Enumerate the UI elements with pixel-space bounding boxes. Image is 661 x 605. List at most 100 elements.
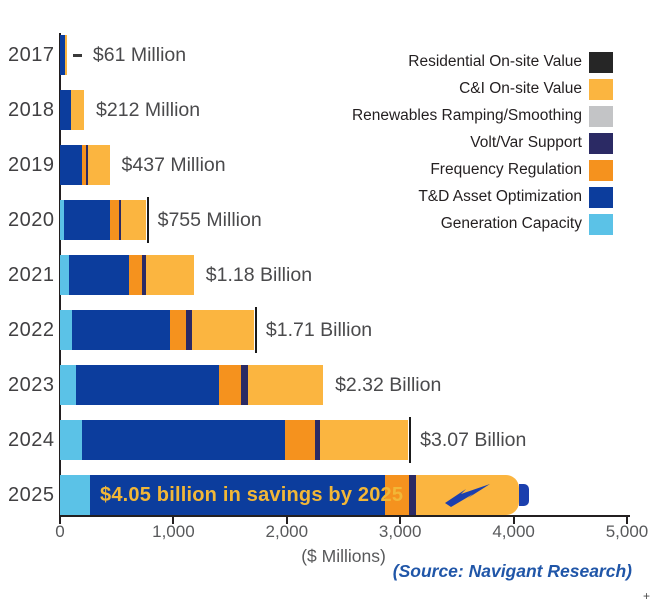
bar-segment-frequency_regulation bbox=[81, 145, 86, 185]
value-label-2020: $755 Million bbox=[157, 209, 262, 231]
bar-segment-td_asset_optimization bbox=[60, 35, 66, 75]
bar-segment-generation_capacity bbox=[60, 200, 64, 240]
x-tick-label: 2,000 bbox=[265, 522, 309, 541]
x-axis-title: ($ Millions) bbox=[301, 546, 386, 566]
value-label-2024: $3.07 Billion bbox=[420, 429, 527, 451]
legend-item: Volt/Var Support bbox=[352, 132, 613, 154]
bar-segment-generation_capacity bbox=[60, 255, 70, 295]
year-label-2025: 2025 bbox=[8, 484, 55, 506]
bar-row-2019 bbox=[60, 145, 110, 185]
legend-swatch bbox=[589, 78, 613, 100]
bar-segment-volt_var_support bbox=[118, 200, 122, 240]
x-tick bbox=[512, 517, 515, 524]
bar-segment-frequency_regulation bbox=[109, 200, 119, 240]
year-label-2021: 2021 bbox=[8, 264, 55, 286]
bar-row-2022 bbox=[60, 310, 254, 350]
bar-segment-volt_var_support bbox=[186, 310, 193, 350]
bar-segment-ci_onsite_value bbox=[192, 310, 254, 350]
x-tick bbox=[626, 517, 628, 524]
x-tick-label: 0 bbox=[55, 522, 65, 541]
year-label-2024: 2024 bbox=[8, 429, 55, 451]
bar-segment-td_asset_optimization bbox=[60, 145, 82, 185]
value-label-2022: $1.71 Billion bbox=[265, 319, 373, 341]
year-label-2017: 2017 bbox=[8, 44, 55, 66]
bar-segment-td_asset_optimization bbox=[69, 255, 129, 295]
legend-label: C&I On-site Value bbox=[459, 80, 582, 97]
bar-segment-volt_var_support bbox=[142, 255, 146, 295]
callout-dash-2017 bbox=[72, 54, 82, 57]
bar-segment-generation_capacity bbox=[60, 365, 76, 405]
bar-segment-frequency_regulation bbox=[169, 310, 187, 350]
legend-label: Renewables Ramping/Smoothing bbox=[351, 107, 582, 124]
year-label-2020: 2020 bbox=[8, 209, 55, 231]
year-label-2022: 2022 bbox=[8, 319, 55, 341]
x-tick bbox=[285, 517, 288, 524]
bar-segment-td_asset_optimization bbox=[60, 90, 72, 130]
bar-segment-ci_onsite_value bbox=[145, 255, 194, 295]
bar-segment-ci_onsite_value bbox=[65, 35, 67, 75]
bar-segment-frequency_regulation bbox=[285, 420, 315, 460]
value-label-2023: $2.32 Billion bbox=[335, 374, 442, 396]
year-label-2023: 2023 bbox=[8, 374, 55, 396]
bar-segment-volt_var_support bbox=[240, 365, 248, 405]
bar-row-2017 bbox=[60, 35, 67, 75]
bar-segment-ci_onsite_value bbox=[247, 365, 324, 405]
legend-item: C&I On-site Value bbox=[352, 78, 613, 100]
x-tick bbox=[59, 517, 61, 524]
annotation-2025: $4.05 billion in savings by 2025 bbox=[100, 484, 404, 506]
bar-segment-td_asset_optimization bbox=[75, 365, 220, 405]
legend-item: Residential On-site Value bbox=[352, 51, 613, 73]
x-tick bbox=[399, 517, 402, 524]
legend-swatch bbox=[589, 105, 613, 127]
source-note: (Source: Navigant Research) bbox=[392, 561, 632, 581]
legend-label: Volt/Var Support bbox=[470, 134, 582, 151]
bar-segment-generation_capacity bbox=[60, 420, 82, 460]
bar-segment-td_asset_optimization bbox=[81, 420, 286, 460]
legend-label: Generation Capacity bbox=[440, 215, 582, 232]
legend-label: Frequency Regulation bbox=[430, 161, 582, 178]
bar-segment-generation_capacity bbox=[60, 475, 91, 515]
value-label-2017: $61 Million bbox=[92, 44, 187, 66]
callout-line-2024 bbox=[409, 417, 412, 463]
bar-row-2021 bbox=[60, 255, 194, 295]
x-tick-label: 3,000 bbox=[378, 522, 422, 541]
corner-plus-artifact: + bbox=[643, 589, 651, 603]
legend-item: Frequency Regulation bbox=[352, 159, 613, 181]
legend-swatch bbox=[589, 213, 613, 235]
x-tick-label: 5,000 bbox=[605, 522, 649, 541]
value-label-2019: $437 Million bbox=[121, 154, 226, 176]
bar-segment-ci_onsite_value bbox=[88, 145, 110, 185]
value-label-2021: $1.18 Billion bbox=[205, 264, 313, 286]
bar-segment-ci_onsite_value bbox=[319, 420, 409, 460]
legend-item: Renewables Ramping/Smoothing bbox=[352, 105, 613, 127]
bar-row-2020 bbox=[60, 200, 146, 240]
battery-terminal bbox=[519, 484, 530, 506]
bar-segment-volt_var_support bbox=[314, 420, 320, 460]
x-axis-line bbox=[59, 515, 630, 517]
x-tick bbox=[172, 517, 175, 524]
x-tick-label: 1,000 bbox=[152, 522, 195, 541]
year-label-2018: 2018 bbox=[8, 99, 55, 121]
legend-label: T&D Asset Optimization bbox=[418, 188, 582, 205]
value-label-2018: $212 Million bbox=[96, 99, 201, 121]
bar-segment-volt_var_support bbox=[85, 145, 89, 185]
callout-line-2020 bbox=[146, 197, 149, 243]
legend-item: T&D Asset Optimization bbox=[352, 186, 613, 208]
legend-item: Generation Capacity bbox=[352, 213, 613, 235]
legend-label: Residential On-site Value bbox=[408, 53, 582, 70]
bar-row-2018 bbox=[60, 90, 85, 130]
bar-segment-ci_onsite_value bbox=[121, 200, 146, 240]
year-label-2019: 2019 bbox=[8, 154, 55, 176]
bar-segment-volt_var_support bbox=[409, 475, 417, 515]
bar-segment-frequency_regulation bbox=[219, 365, 241, 405]
bar-segment-ci_onsite_value bbox=[71, 90, 85, 130]
bar-segment-td_asset_optimization bbox=[63, 200, 110, 240]
bar-segment-frequency_regulation bbox=[384, 475, 410, 515]
bar-row-2024 bbox=[60, 420, 409, 460]
bar-row-2023 bbox=[60, 365, 324, 405]
legend-swatch bbox=[589, 159, 613, 181]
bar-segment-frequency_regulation bbox=[128, 255, 143, 295]
legend: Residential On-site Value C&I On-site Val… bbox=[352, 51, 613, 240]
bar-segment-td_asset_optimization bbox=[90, 475, 385, 515]
